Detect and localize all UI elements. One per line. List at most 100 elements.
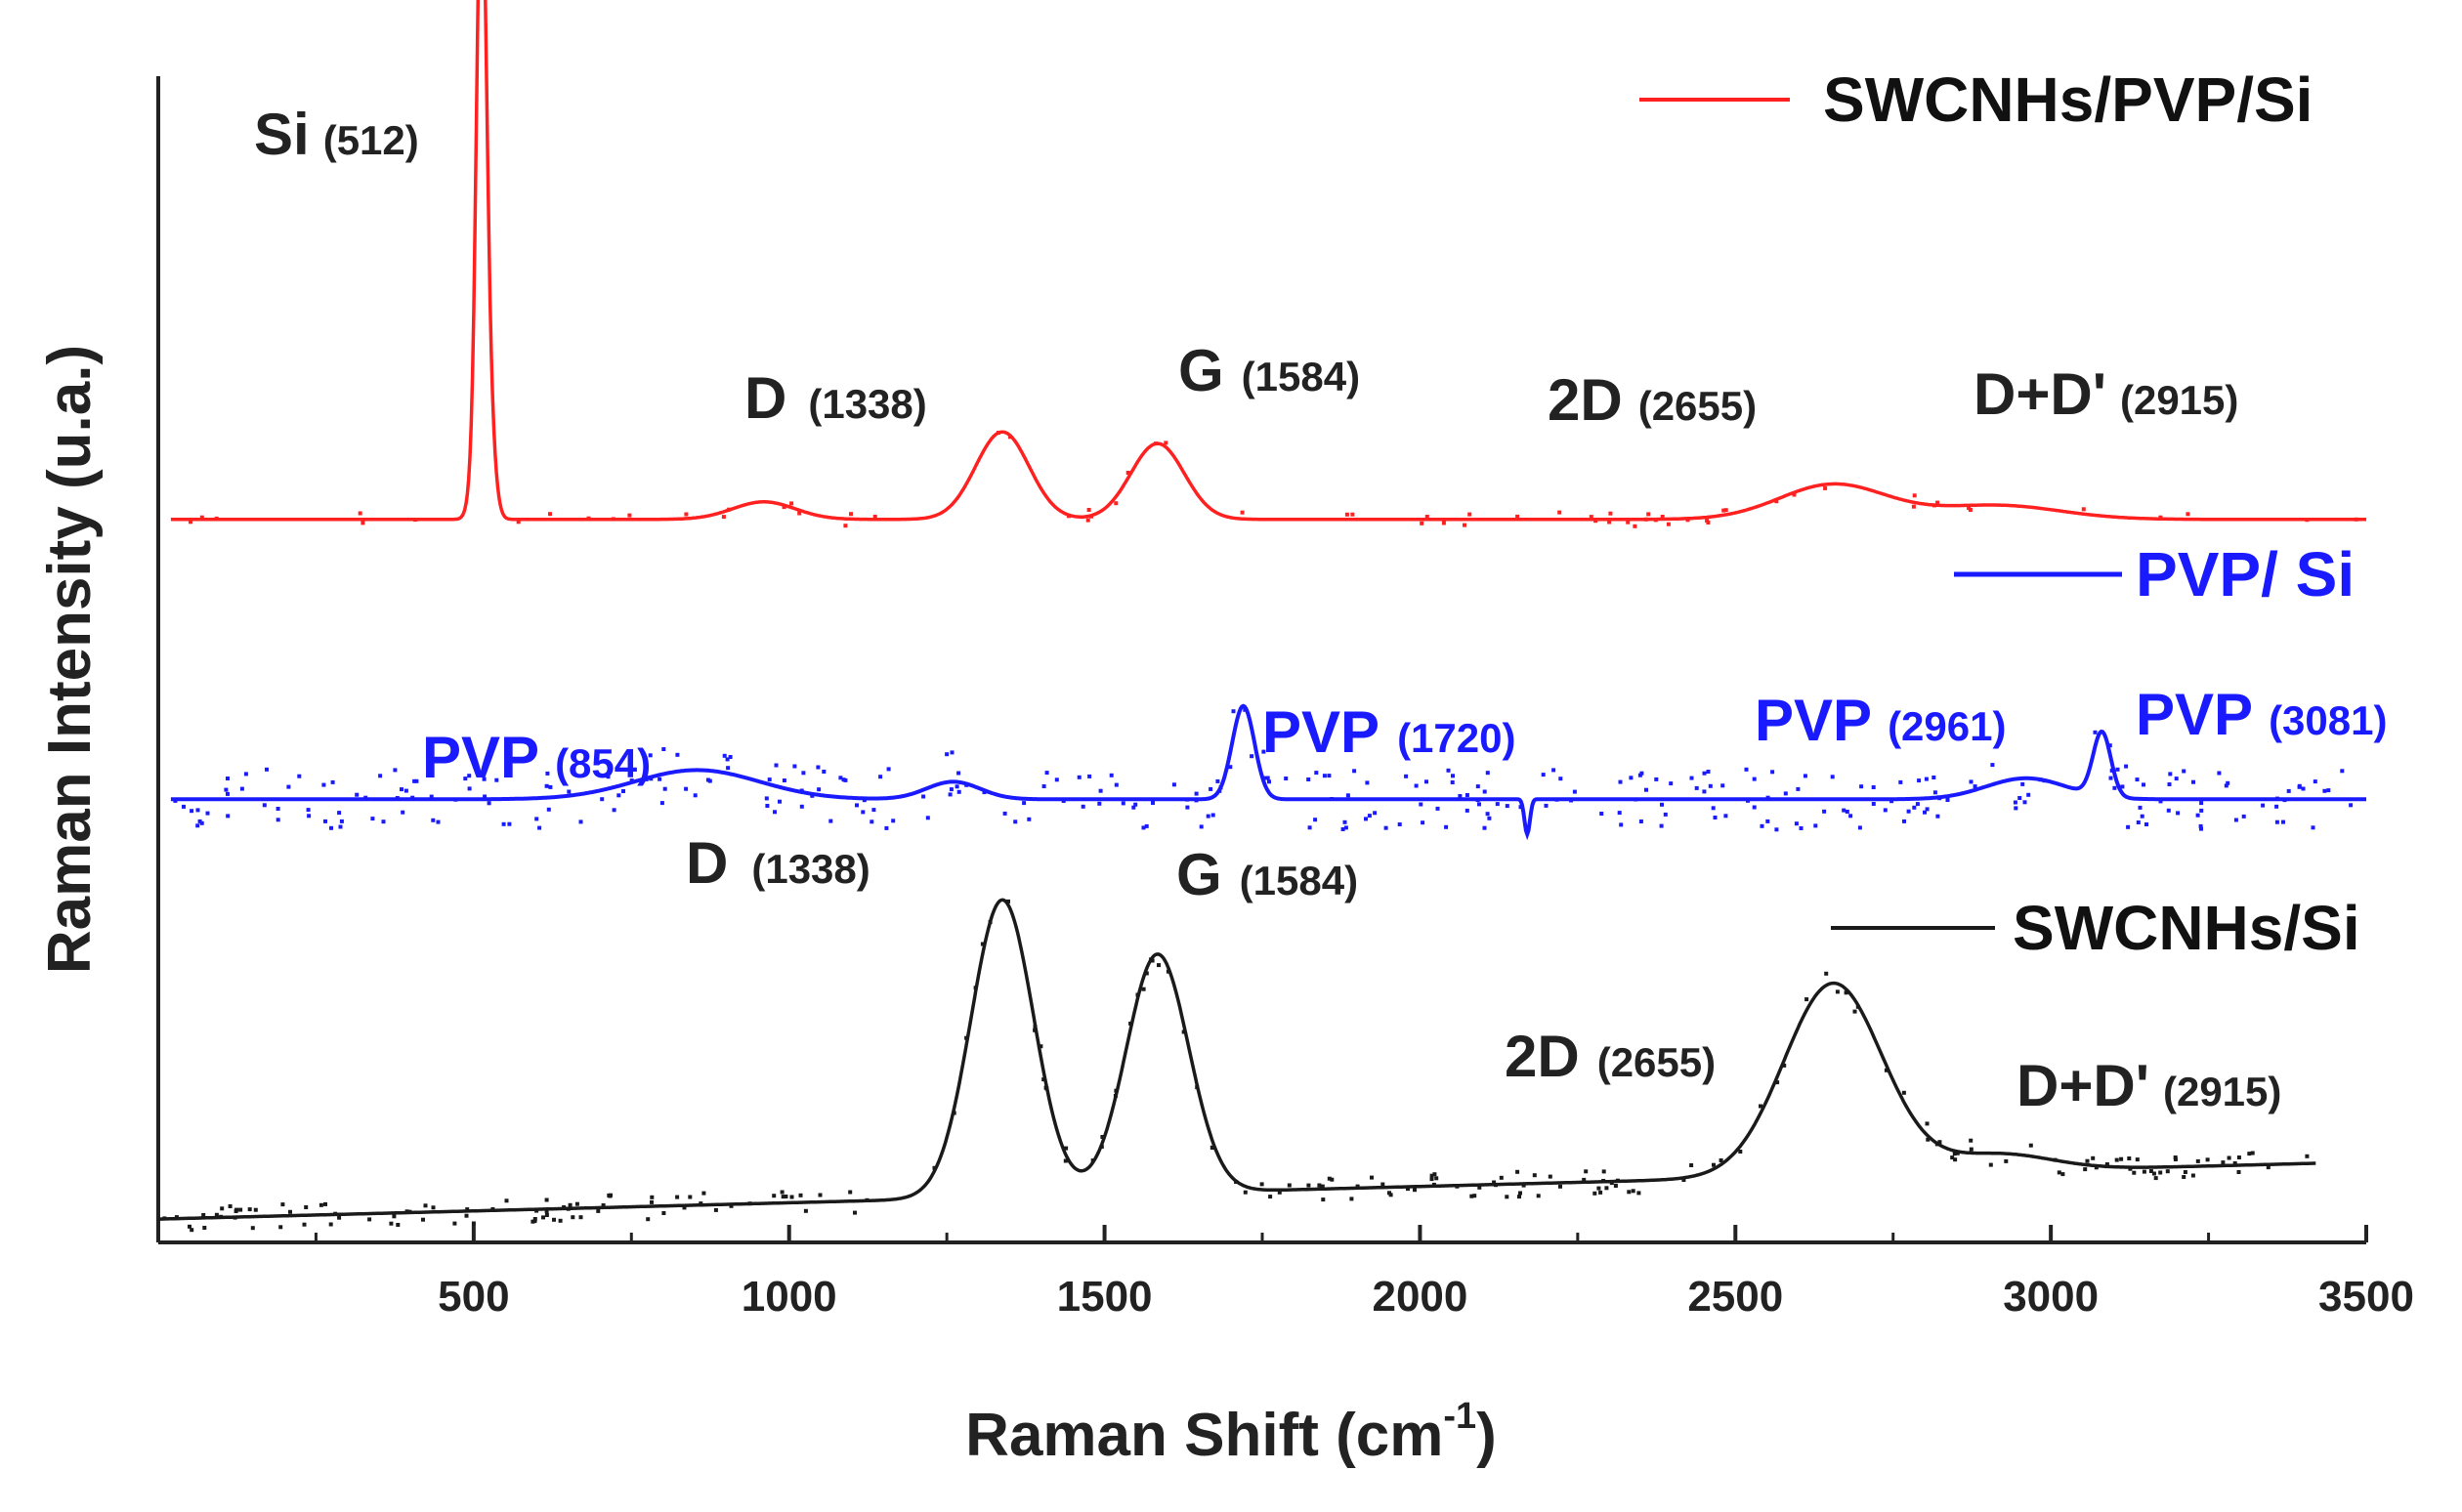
series-3-point: [1598, 1190, 1603, 1195]
series-3-point: [1615, 1178, 1620, 1183]
series-2-point: [1813, 823, 1818, 828]
series-2-point: [1902, 819, 1906, 823]
series-3-point: [1953, 1157, 1958, 1162]
series-3-point: [713, 1207, 718, 1212]
series-1-point: [1593, 519, 1598, 524]
series-2-point: [487, 801, 491, 806]
series-2-point: [330, 779, 335, 784]
series-2-point: [955, 784, 959, 789]
series-2-point: [205, 811, 210, 816]
series-3-point: [2236, 1155, 2241, 1159]
series-3-point: [367, 1217, 372, 1222]
series-3-point: [544, 1197, 549, 1202]
series-3-point: [1804, 997, 1809, 1002]
series-3-point: [1926, 1137, 1931, 1142]
series-2-point: [1495, 802, 1500, 807]
series-2-point: [1638, 819, 1643, 823]
series-3-point: [646, 1217, 651, 1222]
series-1-point: [849, 512, 853, 517]
series-2-point: [323, 819, 327, 823]
series-1-point: [1154, 441, 1159, 446]
series-2-point: [545, 771, 550, 776]
series-2-point: [1629, 776, 1634, 780]
series-3-point: [568, 1202, 573, 1207]
series-2-point: [378, 774, 383, 778]
series-2-point: [414, 778, 419, 783]
series-2-point: [2217, 771, 2222, 776]
series-3-point: [421, 1217, 425, 1222]
series-1-point: [1774, 499, 1779, 504]
series-2-point: [1419, 802, 1423, 807]
series-3-point: [747, 1201, 752, 1206]
annot-d-red: D (1338): [744, 365, 927, 431]
series-2-point: [436, 819, 441, 824]
series-2-point: [1133, 802, 1138, 807]
series-2-point: [726, 766, 731, 771]
series-2-point: [276, 807, 280, 811]
series-2-point: [467, 774, 472, 778]
series-3-point: [1006, 899, 1010, 903]
series-2-point: [792, 764, 797, 769]
series-2-point: [799, 804, 804, 809]
series-2-point: [1713, 816, 1718, 819]
series-2-point: [306, 808, 311, 813]
series-1-point: [1685, 518, 1690, 523]
series-2-point: [722, 753, 727, 758]
series-2-point: [1969, 779, 1974, 784]
series-2-point: [964, 782, 969, 787]
series-3-point: [392, 1214, 397, 1219]
series-2-point: [817, 787, 822, 792]
series-2-point: [649, 777, 654, 781]
series-3-point: [1234, 1180, 1239, 1184]
series-2-point: [262, 803, 267, 808]
series-2-point: [662, 786, 667, 791]
series-3-point: [789, 1195, 794, 1199]
series-3-point: [865, 1197, 870, 1202]
series-1-point: [1515, 514, 1520, 519]
series-2-point: [778, 799, 782, 804]
series-3-point: [2028, 1143, 2033, 1148]
series-3-point: [1631, 1189, 1635, 1194]
series-2-point: [1694, 785, 1699, 790]
series-2-point: [2340, 769, 2345, 774]
series-2-point: [1194, 791, 1199, 796]
series-3-point: [1950, 1155, 1955, 1160]
series-2-point: [600, 797, 605, 802]
series-2-point: [195, 823, 200, 828]
series-2-point: [1061, 799, 1066, 803]
series-3-point: [1100, 1135, 1105, 1139]
series-2-point: [2124, 764, 2129, 769]
series-2-point: [659, 801, 664, 806]
series-2-point: [1746, 798, 1750, 803]
series-2-point: [1799, 826, 1804, 830]
series-2-point: [2020, 781, 2025, 786]
series-2-point: [578, 819, 583, 824]
series-2-point: [1265, 776, 1270, 780]
series-2-point: [1774, 827, 1779, 832]
series-2-point: [1243, 707, 1248, 712]
series-2-point: [1765, 795, 1770, 800]
series-3-point: [1852, 1009, 1857, 1014]
series-2-point: [1141, 825, 1146, 830]
series-3-point: [2195, 1158, 2200, 1163]
series-3-point: [1636, 1191, 1641, 1196]
series-2-point: [1210, 813, 1215, 818]
series-2-point: [1706, 770, 1711, 774]
annot-dd-red: D+D' (2915): [1974, 361, 2238, 427]
series-2-point: [2022, 800, 2027, 805]
series-3-point: [201, 1213, 206, 1217]
series-3-point: [1141, 987, 1146, 991]
series-3-point: [504, 1198, 509, 1203]
series-2-point: [2241, 814, 2246, 819]
series-2-point: [403, 788, 408, 793]
series-3-point: [1469, 1194, 1474, 1198]
series-3-point: [534, 1208, 539, 1213]
annot-pvp-854: PVP (854): [422, 725, 651, 790]
series-2-point: [1151, 801, 1155, 805]
series-3-point: [318, 1202, 323, 1207]
series-2-point: [1857, 825, 1862, 830]
series-2-point: [1617, 811, 1622, 816]
x-axis-title: Raman Shift (cm-1): [965, 1396, 1497, 1469]
series-2-point: [307, 814, 312, 819]
series-2-point: [1451, 774, 1455, 778]
